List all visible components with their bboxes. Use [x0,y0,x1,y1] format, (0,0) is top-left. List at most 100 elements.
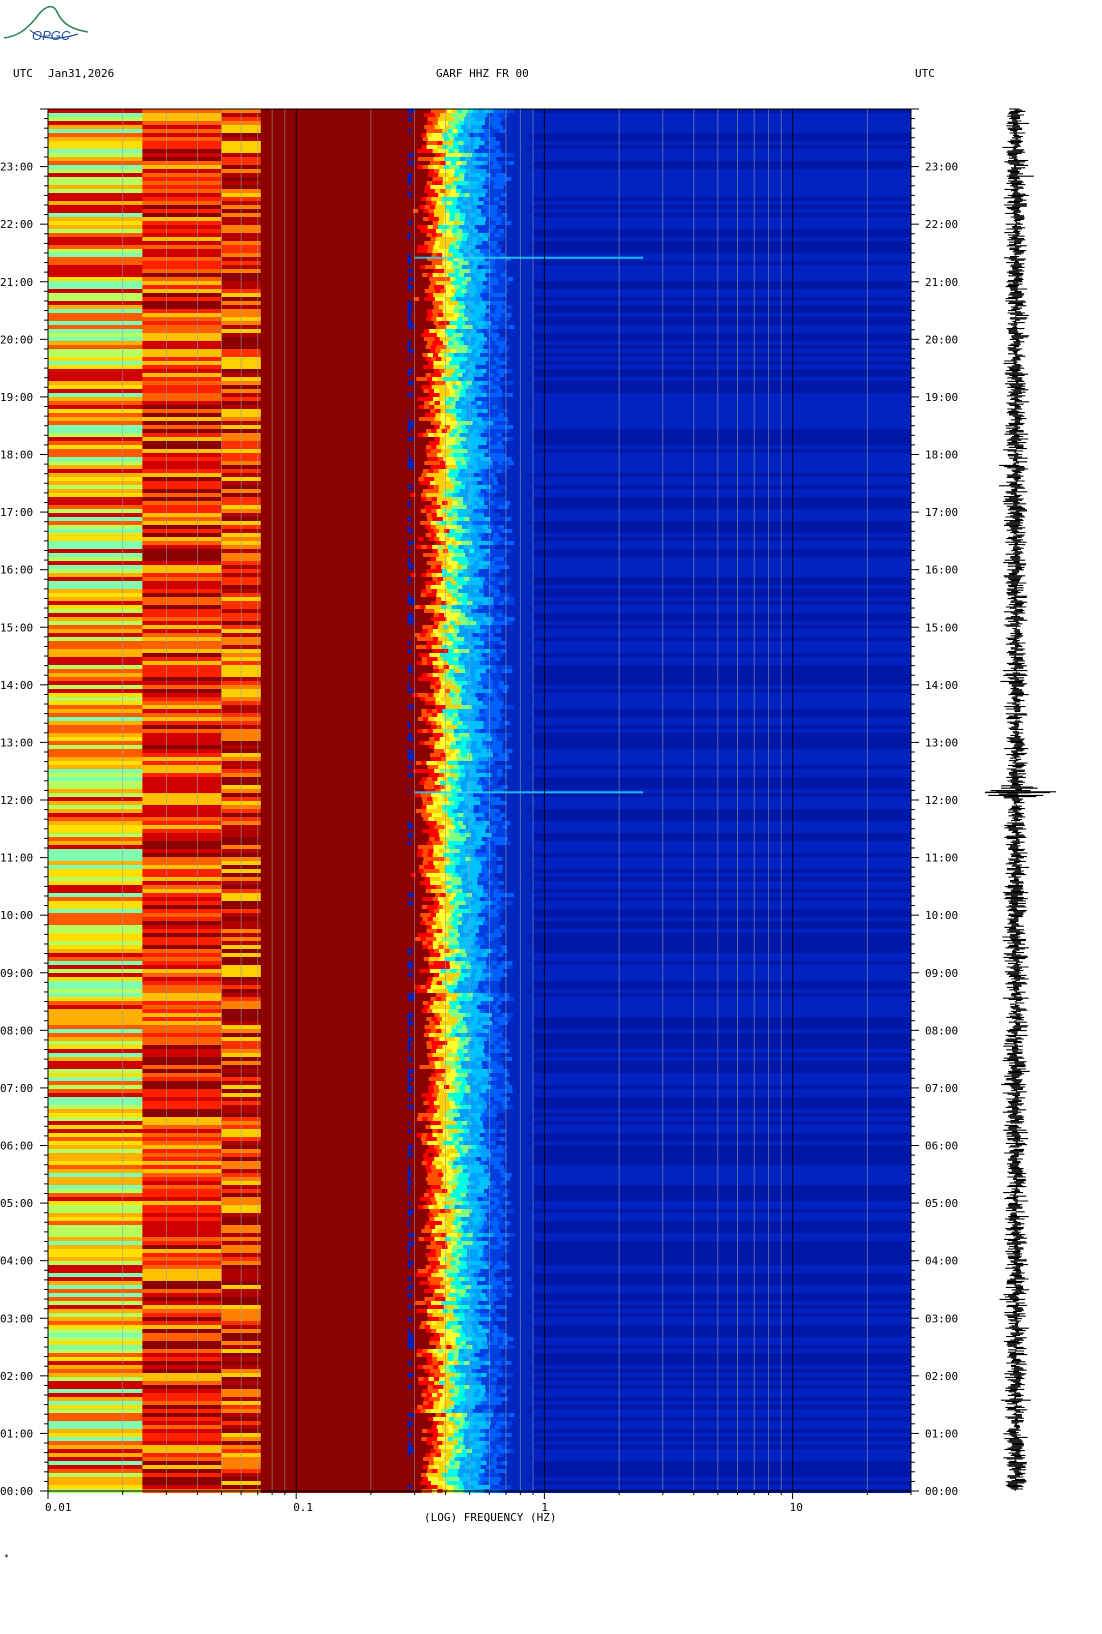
heatmap-cell [488,557,495,561]
heatmap-cell [437,561,444,565]
heatmap-cell [505,301,513,305]
heatmap-cell [48,205,143,209]
heatmap-cell [430,557,437,561]
heatmap-cell [524,241,531,245]
heatmap-cell [408,113,415,117]
heatmap-cell [438,225,445,229]
heatmap-cell [523,425,530,429]
heatmap-cell [533,669,912,673]
heatmap-cell [506,397,513,401]
heatmap-cell [491,269,498,273]
heatmap-cell [414,421,422,425]
heatmap-cell [497,609,504,613]
heatmap-cell [418,277,425,281]
heatmap-cell [518,241,526,245]
heatmap-cell [484,545,491,549]
heatmap-cell [489,253,496,257]
heatmap-cell [493,265,500,269]
heatmap-cell [423,613,430,617]
heatmap-cell [406,625,413,629]
heatmap-cell [443,673,450,677]
heatmap-cell [420,357,427,361]
heatmap-cell [478,589,486,593]
heatmap-cell [48,233,143,237]
heatmap-cell [457,373,464,377]
heatmap-cell [473,561,481,565]
heatmap-cell [533,157,912,161]
heatmap-cell [477,505,484,509]
heatmap-cell [408,481,416,485]
heatmap-cell [260,413,408,417]
heatmap-cell [436,197,443,201]
heatmap-cell [499,533,506,537]
heatmap-cell [443,729,450,733]
heatmap-cell [494,709,502,713]
heatmap-cell [512,433,519,437]
heatmap-cell [260,269,408,273]
heatmap-cell [405,497,412,501]
heatmap-cell [431,709,439,713]
logo-text: OPGC [32,28,71,43]
heatmap-cell [48,273,143,277]
heatmap-cell [434,425,441,429]
heatmap-cell [496,365,503,369]
heatmap-cell [469,673,476,677]
heatmap-cell [435,205,442,209]
heatmap-cell [482,753,489,757]
heatmap-cell [48,413,143,417]
heatmap-cell [487,417,494,421]
heatmap-cell [418,417,426,421]
heatmap-cell [410,513,417,517]
heatmap-cell [463,141,470,145]
heatmap-cell [452,569,459,573]
heatmap-cell [472,185,479,189]
heatmap-cell [425,605,432,609]
heatmap-cell [489,333,496,337]
heatmap-cell [433,677,441,681]
heatmap-cell [428,369,436,373]
heatmap-row [48,569,912,573]
heatmap-cell [419,525,427,529]
heatmap-cell [524,601,532,605]
heatmap-cell [433,489,440,493]
heatmap-cell [454,433,461,437]
heatmap-cell [507,669,514,673]
heatmap-cell [464,173,471,177]
heatmap-cell [504,513,512,517]
heatmap-cell [461,185,468,189]
heatmap-cell [48,537,143,541]
heatmap-cell [459,217,467,221]
heatmap-cell [484,385,491,389]
heatmap-row [48,217,912,221]
heatmap-cell [431,333,438,337]
heatmap-cell [504,449,511,453]
heatmap-cell [427,629,435,633]
heatmap-cell [515,129,522,133]
heatmap-cell [442,341,450,345]
heatmap-cell [514,373,522,377]
heatmap-cell [480,433,487,437]
heatmap-cell [439,441,446,445]
heatmap-row [48,173,912,177]
heatmap-cell [419,753,426,757]
heatmap-cell [446,757,453,761]
heatmap-cell [414,281,421,285]
heatmap-cell [471,205,479,209]
heatmap-cell [528,485,535,489]
heatmap-cell [515,593,522,597]
heatmap-cell [533,201,912,205]
heatmap-cell [476,477,483,481]
heatmap-cell [516,309,523,313]
heatmap-cell [463,253,470,257]
heatmap-cell [470,613,477,617]
heatmap-row [48,357,912,361]
heatmap-cell [474,377,481,381]
heatmap-cell [434,405,441,409]
heatmap-cell [506,193,513,197]
heatmap-cell [491,245,498,249]
heatmap-cell [490,193,497,197]
heatmap-cell [48,349,143,353]
heatmap-cell [533,649,912,653]
heatmap-cell [422,225,429,229]
